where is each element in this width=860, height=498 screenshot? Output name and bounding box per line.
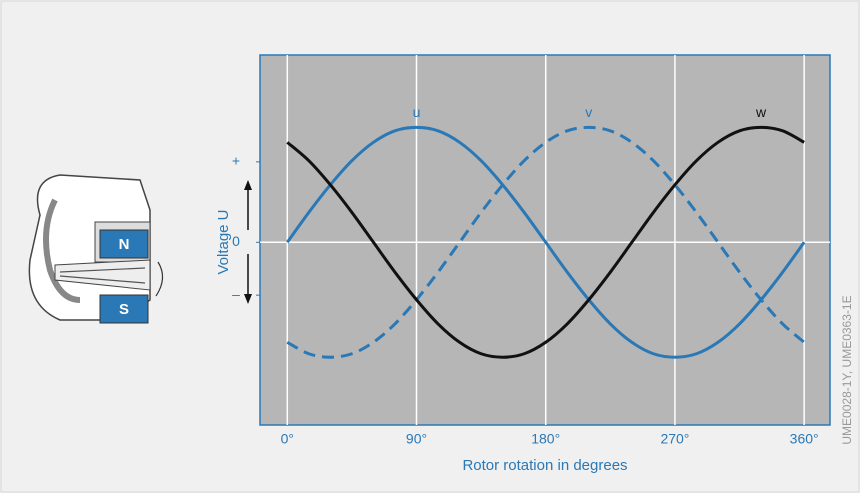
series-label: w (755, 104, 767, 120)
x-tick-label: 180° (531, 431, 560, 447)
series-label: u (413, 104, 421, 120)
credit: UME0028-1Y, UME0363-1E (840, 295, 854, 444)
y-tick-label: 0 (232, 233, 240, 249)
x-tick-label: 270° (660, 431, 689, 447)
series-line (286, 125, 806, 359)
motor-illustration: N S (28, 174, 164, 324)
y-axis-label: Voltage U (215, 209, 232, 274)
voltage-arrows (244, 180, 252, 304)
y-tick-label: – (232, 286, 240, 302)
pole-label: S (119, 301, 129, 318)
series-label: v (585, 104, 592, 120)
x-axis-label: Rotor rotation in degrees (462, 457, 627, 474)
series-line (286, 125, 805, 359)
y-tick-label: + (232, 153, 240, 169)
pole-label: N (119, 236, 130, 253)
x-tick-label: 360° (790, 431, 819, 447)
x-tick-label: 90° (406, 431, 427, 447)
x-tick-label: 0° (281, 431, 294, 447)
